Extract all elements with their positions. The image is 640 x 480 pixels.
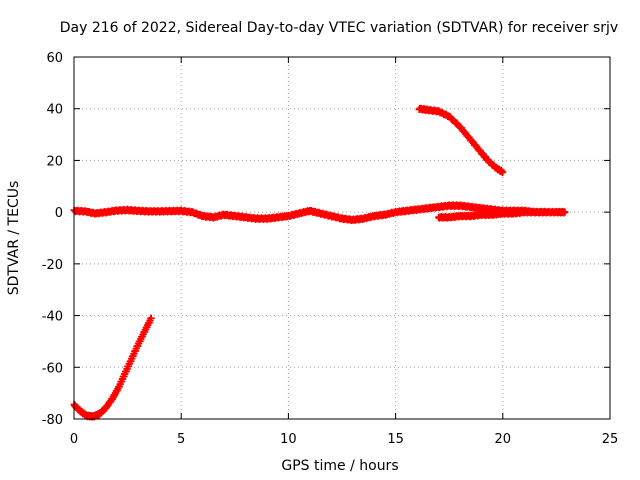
x-axis-label: GPS time / hours: [281, 458, 398, 474]
series-track-upper-arc: [415, 104, 507, 177]
series-track-lower-arc: [70, 314, 155, 421]
y-tick-label: 40: [46, 103, 63, 118]
plot-frame: [73, 56, 611, 420]
y-tick-label: -20: [42, 258, 63, 273]
y-axis-label: SDTVAR / TECUs: [6, 181, 22, 296]
data-marks: [70, 104, 569, 421]
x-tick-label: 25: [602, 432, 619, 447]
x-tick-label: 5: [177, 432, 185, 447]
axis-ticks: 0 5 10 15 20 25 -80 -60 -40 -20 0 20 40 60: [42, 51, 619, 447]
y-tick-label: 0: [55, 206, 63, 221]
y-tick-label: -40: [42, 310, 63, 325]
grid-lines: [74, 57, 610, 419]
chart-title: Day 216 of 2022, Sidereal Day-to-day VTE…: [60, 20, 618, 36]
data-point: [147, 314, 155, 322]
x-tick-label: 20: [495, 432, 512, 447]
data-point: [542, 208, 550, 216]
x-tick-label: 0: [70, 432, 78, 447]
y-tick-label: -80: [42, 413, 63, 428]
y-tick-label: 60: [46, 51, 63, 66]
data-point: [561, 208, 569, 216]
x-tick-label: 15: [387, 432, 404, 447]
series-track-lower-branch: [434, 207, 550, 222]
y-tick-label: -60: [42, 361, 63, 376]
x-tick-label: 10: [280, 432, 297, 447]
y-tick-label: 20: [46, 154, 63, 169]
data-point: [499, 168, 507, 176]
